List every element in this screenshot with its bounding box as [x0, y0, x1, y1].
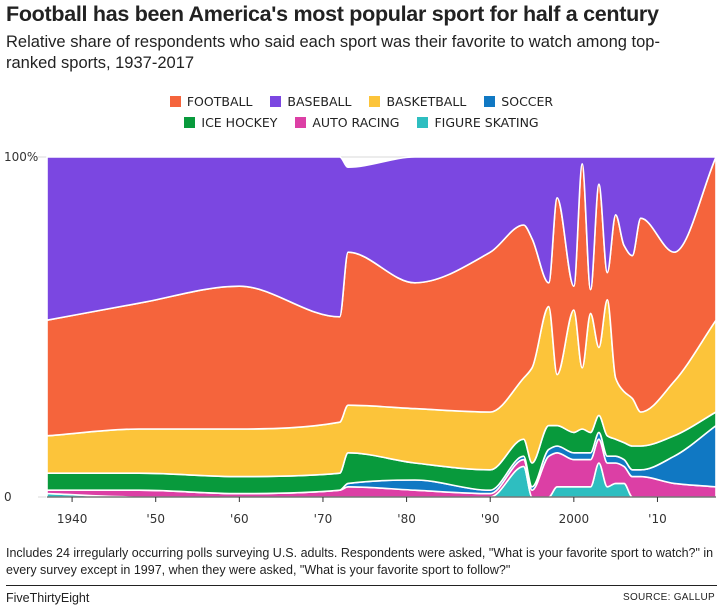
legend-item-soccer: SOCCER — [484, 94, 553, 109]
x-tick-label-1970: '70 — [314, 512, 333, 526]
legend-swatch-basketball — [369, 96, 381, 107]
legend-swatch-auto-racing — [295, 117, 307, 128]
x-tick-label-1950: '50 — [146, 512, 165, 526]
footnote: Includes 24 irregularly occurring polls … — [6, 546, 714, 577]
legend-label-football: FOOTBALL — [186, 94, 253, 109]
x-tick-label-1990: '90 — [481, 512, 500, 526]
stacked-area-chart: 1940 '50 '60 '70 '80 '90 2000 '10 0 100% — [4, 150, 717, 526]
legend-item-baseball: BASEBALL — [270, 94, 351, 109]
legend: FOOTBALL BASEBALL BASKETBALL SOCCER ICE … — [0, 91, 723, 133]
y-tick-label-0: 0 — [4, 490, 12, 504]
legend-label-figure-skating: FIGURE SKATING — [434, 115, 539, 130]
legend-label-soccer: SOCCER — [501, 94, 554, 109]
legend-item-football: FOOTBALL — [169, 94, 253, 109]
legend-swatch-football — [169, 96, 181, 107]
chart-title: Football has been America's most popular… — [6, 2, 659, 26]
legend-label-basketball: BASKETBALL — [386, 94, 467, 109]
legend-item-auto-racing: AUTO RACING — [295, 115, 399, 130]
legend-swatch-baseball — [270, 96, 282, 107]
x-tick-label-1980: '80 — [397, 512, 416, 526]
legend-swatch-soccer — [484, 96, 496, 107]
x-tick-label-1940: 1940 — [57, 512, 88, 526]
x-tick-label-2010: '10 — [648, 512, 667, 526]
legend-item-figure-skating: FIGURE SKATING — [417, 115, 539, 130]
legend-row-2: ICE HOCKEY AUTO RACING FIGURE SKATING — [0, 112, 723, 133]
legend-swatch-figure-skating — [417, 117, 429, 128]
legend-label-auto-racing: AUTO RACING — [312, 115, 400, 130]
x-tick-label-1960: '60 — [230, 512, 249, 526]
y-tick-label-100: 100% — [4, 150, 38, 164]
legend-row-1: FOOTBALL BASEBALL BASKETBALL SOCCER — [0, 91, 723, 112]
legend-label-baseball: BASEBALL — [287, 94, 352, 109]
brand-label: FiveThirtyEight — [6, 591, 90, 605]
footer-rule — [6, 585, 717, 586]
area-baseball — [46, 156, 717, 321]
legend-item-basketball: BASKETBALL — [369, 94, 466, 109]
legend-label-ice-hockey: ICE HOCKEY — [201, 115, 278, 130]
source-label: SOURCE: GALLUP — [622, 592, 715, 603]
legend-item-ice-hockey: ICE HOCKEY — [184, 115, 277, 130]
legend-swatch-ice-hockey — [184, 117, 196, 128]
x-tick-label-2000: 2000 — [559, 512, 590, 526]
chart-subtitle: Relative share of respondents who said e… — [6, 33, 660, 72]
